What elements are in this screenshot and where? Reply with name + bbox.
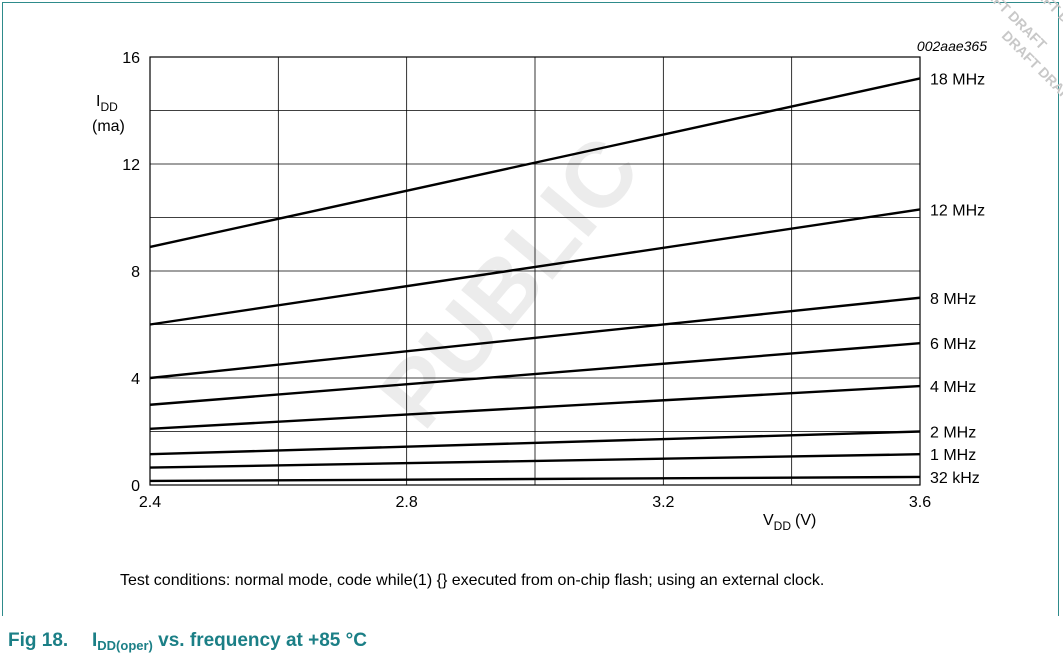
series-line [149,430,921,456]
figure-title-main: I [92,630,98,651]
chart-svg: 2.4 2.8 3.2 3.6 0 4 8 12 16 18 MHz 12 MHz 8 MHz 6 … [92,38,987,533]
figure-number: Fig 18. [8,630,69,651]
y-tick-label: 12 [122,157,140,174]
series-label: 6 MHz [930,336,976,353]
series-line [149,296,921,380]
series-line [149,475,921,483]
plot-area-border [149,56,921,486]
x-tick-label: 2.4 [139,494,161,511]
y-axis-unit: (ma) [92,118,125,135]
figure-title-sub: DD(oper) [97,638,153,653]
series-line [149,342,921,406]
series-label: 32 kHz [930,470,980,487]
x-axis-ticks: 2.4 2.8 3.2 3.6 [139,494,931,511]
series-line [149,208,921,326]
series-label: 8 MHz [930,291,976,308]
figure-frame [2,2,1059,616]
figure-code: 002aae365 [917,38,987,54]
series-label: 4 MHz [930,379,976,396]
y-axis-ticks: 0 4 8 12 16 [122,50,140,495]
series-label: 2 MHz [930,425,976,442]
chart-grid [150,57,920,485]
y-tick-label: 4 [131,371,140,388]
figure-title-rest: vs. frequency at +85 °C [152,630,367,651]
y-tick-label: 16 [122,50,140,67]
series-label: 1 MHz [930,447,976,464]
figure-title: Fig 18. IDD(oper) vs. frequency at +85 °C [8,630,367,653]
x-tick-label: 3.2 [652,494,674,511]
x-tick-label: 2.8 [396,494,418,511]
series-line [149,77,921,249]
series-labels: 18 MHz 12 MHz 8 MHz 6 MHz 4 MHz 2 MHz 1 MHz 32 … [930,71,985,487]
y-axis-label: IDD [96,93,118,114]
series-lines [149,77,921,483]
x-tick-label: 3.6 [909,494,931,511]
test-conditions-note: Test conditions: normal mode, code while… [120,572,825,589]
series-label: 12 MHz [930,202,985,219]
y-tick-label: 8 [131,264,140,281]
series-label: 18 MHz [930,71,985,88]
y-tick-label: 0 [131,478,140,495]
series-line [149,453,921,469]
series-line [149,384,921,431]
x-axis-label: VDD (V) [763,512,816,533]
